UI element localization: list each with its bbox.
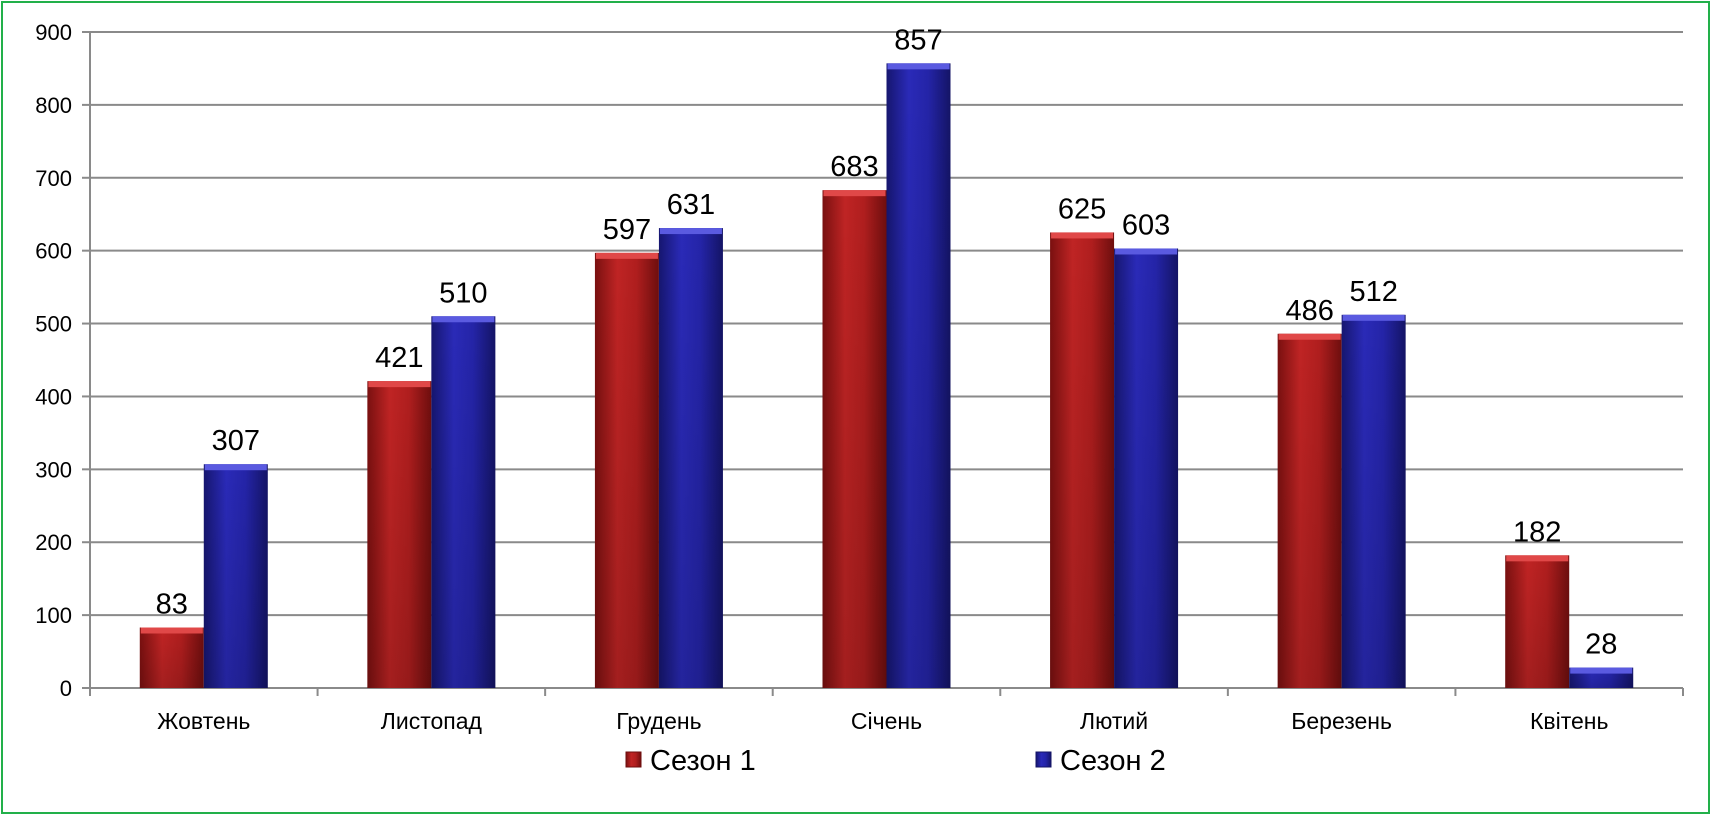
bar: [139, 627, 204, 688]
bar-shade: [594, 252, 659, 688]
bar-shade: [431, 316, 496, 688]
bar-top: [1278, 333, 1341, 340]
data-label: 857: [894, 24, 942, 56]
bar-top: [1051, 232, 1114, 239]
bar-shade: [658, 228, 723, 688]
legend-item: Сезон 1: [625, 745, 756, 777]
bar: [1505, 555, 1570, 688]
bar-top: [1342, 314, 1405, 321]
bar-top: [1506, 555, 1569, 562]
bar-top: [659, 228, 722, 235]
bar: [1569, 667, 1634, 688]
x-tick-label: Лютий: [1080, 708, 1148, 734]
data-label: 510: [439, 277, 487, 309]
x-tick-label: Грудень: [616, 708, 701, 734]
bar-top: [204, 464, 267, 471]
bar-top: [823, 190, 886, 197]
bar: [886, 63, 951, 688]
bar: [1050, 232, 1115, 688]
bar-shade: [1505, 555, 1570, 688]
bar: [1277, 333, 1342, 688]
data-label: 421: [375, 342, 423, 374]
legend-label: Сезон 2: [1060, 745, 1166, 777]
bar-shade: [822, 190, 887, 688]
data-label: 625: [1058, 193, 1106, 225]
y-tick-label: 300: [35, 457, 72, 482]
y-tick-label: 800: [35, 93, 72, 118]
y-tick-label: 100: [35, 603, 72, 628]
legend-item: Сезон 2: [1035, 745, 1166, 777]
bars: [139, 63, 1634, 689]
bar-top: [887, 63, 950, 70]
bar-top: [368, 381, 431, 388]
bar-shade: [367, 381, 432, 688]
data-label: 603: [1122, 209, 1170, 241]
bar-shade: [1277, 333, 1342, 688]
legend-label: Сезон 1: [650, 745, 756, 777]
legend: Сезон 1 Сезон 2: [625, 745, 1166, 777]
data-label: 307: [212, 425, 260, 457]
bar: [594, 252, 659, 688]
bar: [658, 228, 723, 688]
legend-swatch: [625, 751, 642, 768]
x-tick-label: Листопад: [381, 708, 483, 734]
bar-shade: [1050, 232, 1115, 688]
bar-top: [140, 627, 203, 634]
data-label: 512: [1349, 276, 1397, 308]
y-tick-label: 700: [35, 166, 72, 191]
data-label: 486: [1285, 295, 1333, 327]
data-label: 83: [156, 589, 188, 621]
y-tick-label: 500: [35, 312, 72, 337]
bar-top: [1570, 667, 1633, 674]
bar: [1341, 314, 1406, 688]
bar-shade: [1114, 248, 1179, 689]
bar: [431, 316, 496, 688]
legend-swatch: [1035, 751, 1052, 768]
bar-shade: [203, 464, 268, 688]
data-label: 597: [603, 214, 651, 246]
y-tick-label: 0: [60, 676, 72, 701]
y-tick-label: 200: [35, 530, 72, 555]
x-tick-label: Січень: [851, 708, 922, 734]
bar-top: [432, 316, 495, 323]
data-label: 28: [1585, 629, 1617, 661]
bar: [822, 190, 887, 688]
y-tick-label: 900: [35, 20, 72, 45]
bar: [367, 381, 432, 688]
bar: [203, 464, 268, 688]
x-tick-label: Березень: [1291, 708, 1392, 734]
bar: [1114, 248, 1179, 689]
bar-top: [595, 252, 658, 259]
y-tick-label: 600: [35, 239, 72, 264]
y-tick-label: 400: [35, 384, 72, 409]
data-label: 182: [1513, 516, 1561, 548]
bar-top: [1115, 248, 1178, 255]
bar-shade: [1341, 314, 1406, 688]
data-label: 683: [830, 151, 878, 183]
x-tick-label: Квітень: [1530, 708, 1608, 734]
x-tick-label: Жовтень: [157, 708, 250, 734]
data-label: 631: [667, 189, 715, 221]
labels: Жовтень 83 307 Листопад 421 510 Грудень 597 631 С…: [156, 24, 1618, 734]
bar-shade: [139, 627, 204, 688]
bar-shade: [886, 63, 951, 688]
